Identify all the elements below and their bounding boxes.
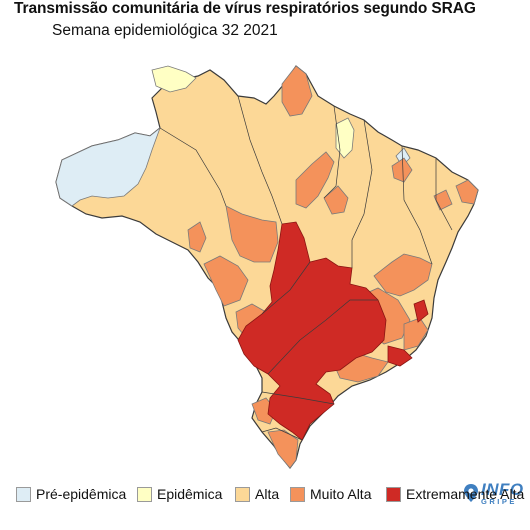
legend-label: Pré-epidêmica xyxy=(36,486,127,502)
legend-swatch xyxy=(16,486,31,502)
map-title: Transmissão comunitária de vírus respira… xyxy=(14,0,476,17)
location-pin-icon xyxy=(464,484,478,503)
region-muito-alta-ne-1 xyxy=(391,157,413,183)
legend-label: Epidêmica xyxy=(157,486,223,502)
region-muito-alta-ne-2 xyxy=(455,179,479,205)
legend-item-extremamente-alta: Extremamente Alta xyxy=(386,486,524,502)
region-muito-alta-acre xyxy=(187,221,207,253)
region-muito-alta-amapa xyxy=(281,65,313,117)
region-muito-alta-bahia xyxy=(373,253,433,297)
region-epidemica-maranhao xyxy=(335,117,355,159)
region-muito-alta-tocantins xyxy=(323,185,349,215)
legend-item-epidemica: Epidêmica xyxy=(137,486,222,502)
region-extremamente-alta-rj xyxy=(387,345,413,367)
infogripe-logo: INFO GRIPE xyxy=(464,481,524,506)
legend-swatch xyxy=(290,486,305,502)
legend-label: Muito Alta xyxy=(310,486,372,502)
state-boundaries xyxy=(159,95,453,441)
region-epidemica-north xyxy=(151,65,197,93)
legend-item-muito-alta: Muito Alta xyxy=(290,486,371,502)
region-muito-alta-rondonia xyxy=(225,205,279,263)
legend-swatch xyxy=(235,486,250,502)
logo-text-top: INFO xyxy=(481,480,524,499)
legend-swatch xyxy=(386,486,401,502)
region-muito-alta-rs-south xyxy=(267,429,299,469)
legend-label: Alta xyxy=(255,486,280,502)
legend: Pré-epidêmica Epidêmica Alta Muito Alta … xyxy=(16,486,530,504)
logo-text-bottom: GRIPE xyxy=(481,497,517,506)
region-pre-epidemica-west xyxy=(55,126,161,207)
legend-label: Extremamente Alta xyxy=(406,486,525,502)
region-extremamente-alta-es xyxy=(413,299,429,323)
legend-item-alta: Alta xyxy=(235,486,279,502)
legend-item-pre-epidemica: Pré-epidêmica xyxy=(16,486,126,502)
map-subtitle: Semana epidemiológica 32 2021 xyxy=(52,22,278,39)
region-muito-alta-para xyxy=(295,151,335,209)
region-muito-alta-mt-south xyxy=(203,255,249,307)
legend-swatch xyxy=(137,486,152,502)
